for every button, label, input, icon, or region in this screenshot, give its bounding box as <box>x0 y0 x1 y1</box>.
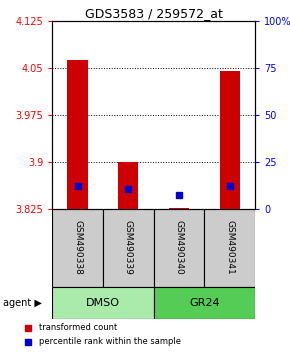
Text: transformed count: transformed count <box>39 323 118 332</box>
Bar <box>118 162 138 209</box>
Text: agent ▶: agent ▶ <box>3 298 42 308</box>
Bar <box>154 287 255 319</box>
Bar <box>169 207 189 209</box>
Bar <box>220 71 240 209</box>
Text: percentile rank within the sample: percentile rank within the sample <box>39 337 182 346</box>
Bar <box>67 60 88 209</box>
Bar <box>204 209 255 287</box>
Bar <box>103 209 154 287</box>
Text: GSM490340: GSM490340 <box>175 221 184 275</box>
Text: GR24: GR24 <box>189 298 220 308</box>
Text: GSM490339: GSM490339 <box>124 220 133 275</box>
Bar <box>52 287 154 319</box>
Text: GSM490341: GSM490341 <box>225 221 234 275</box>
Title: GDS3583 / 259572_at: GDS3583 / 259572_at <box>85 7 223 20</box>
Bar <box>52 209 103 287</box>
Text: DMSO: DMSO <box>86 298 120 308</box>
Bar <box>154 209 204 287</box>
Text: GSM490338: GSM490338 <box>73 220 82 275</box>
